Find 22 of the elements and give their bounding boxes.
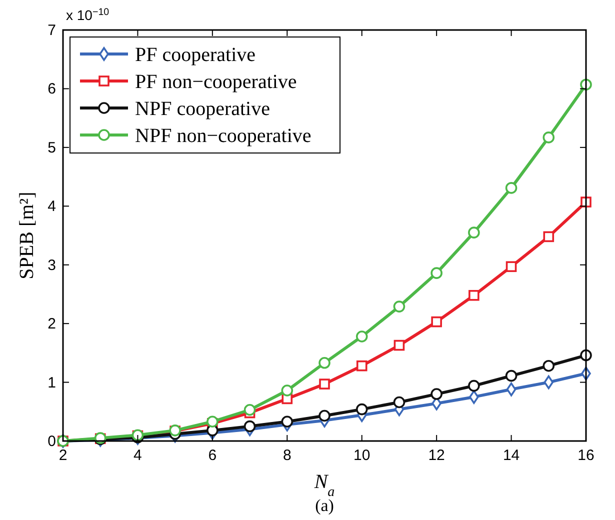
x-tick-label: 4 <box>134 447 142 464</box>
legend-label: NPF non−cooperative <box>135 125 312 147</box>
legend-label: PF cooperative <box>135 44 256 66</box>
y-tick-label: 7 <box>48 22 56 39</box>
y-axis-title: SPEB [m²] <box>16 192 38 280</box>
x-tick-label: 14 <box>502 447 520 464</box>
y-tick-label: 5 <box>48 139 56 156</box>
x-tick-label: 10 <box>354 447 370 464</box>
x-tick-label: 6 <box>208 447 217 464</box>
x-tick-label: 16 <box>578 447 594 464</box>
y-tick-label: 4 <box>48 198 56 216</box>
y-tick-label: 0 <box>48 433 56 450</box>
x-tick-label: 12 <box>428 447 445 464</box>
y-tick-label: 2 <box>48 316 56 333</box>
legend-label: NPF cooperative <box>135 98 270 120</box>
x-tick-label: 2 <box>58 447 68 464</box>
y-tick-label: 1 <box>48 374 56 392</box>
legend-label: PF non−cooperative <box>135 71 297 93</box>
y-tick-label: 6 <box>48 80 56 98</box>
y-tick-label: 3 <box>48 256 56 274</box>
text: x 10$^{−10}$ <box>66 6 110 23</box>
x-tick-label: 8 <box>282 447 292 464</box>
